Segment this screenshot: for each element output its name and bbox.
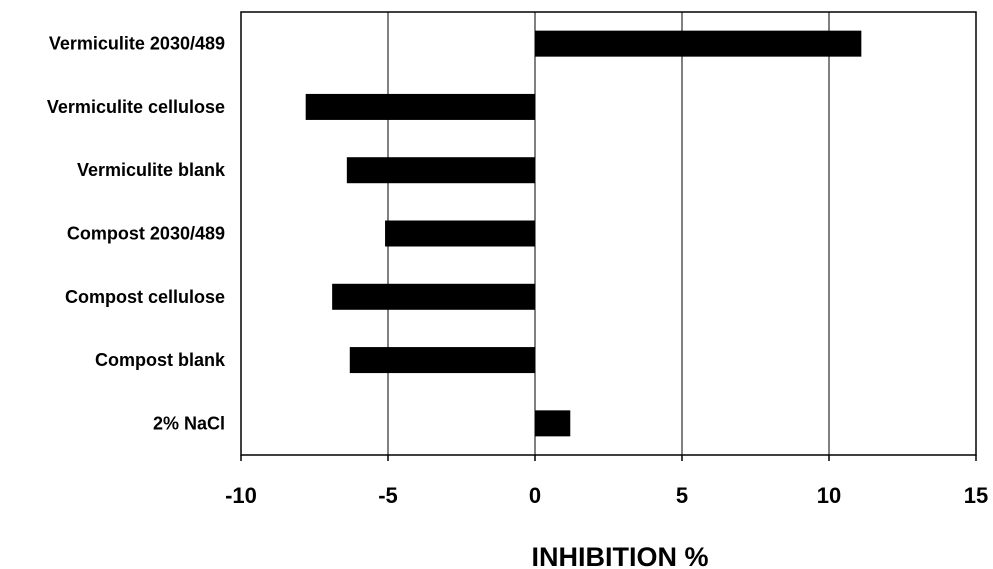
x-tick-label: -10 — [225, 483, 257, 508]
category-label: Compost 2030/489 — [67, 224, 225, 244]
category-label: Compost cellulose — [65, 287, 225, 307]
category-label: 2% NaCl — [153, 413, 225, 433]
bar — [385, 221, 535, 247]
category-label: Vermiculite 2030/489 — [49, 34, 225, 54]
category-labels: Vermiculite 2030/489 Vermiculite cellulos… — [47, 34, 226, 434]
x-tick-label: 10 — [817, 483, 841, 508]
bar — [535, 410, 570, 436]
bars — [306, 31, 862, 437]
plot-area-frame — [241, 12, 976, 455]
bar — [306, 94, 535, 120]
x-tick-labels: -10 -5 0 5 10 15 — [225, 455, 988, 508]
bar — [347, 157, 535, 183]
bar — [535, 31, 861, 57]
x-tick-label: -5 — [378, 483, 398, 508]
bar — [332, 284, 535, 310]
category-label: Compost blank — [95, 350, 226, 370]
bar — [350, 347, 535, 373]
x-tick-label: 15 — [964, 483, 988, 508]
category-label: Vermiculite cellulose — [47, 97, 225, 117]
x-axis-title: INHIBITION % — [531, 542, 708, 569]
x-tick-label: 5 — [676, 483, 688, 508]
category-label: Vermiculite blank — [77, 160, 226, 180]
x-tick-label: 0 — [529, 483, 541, 508]
